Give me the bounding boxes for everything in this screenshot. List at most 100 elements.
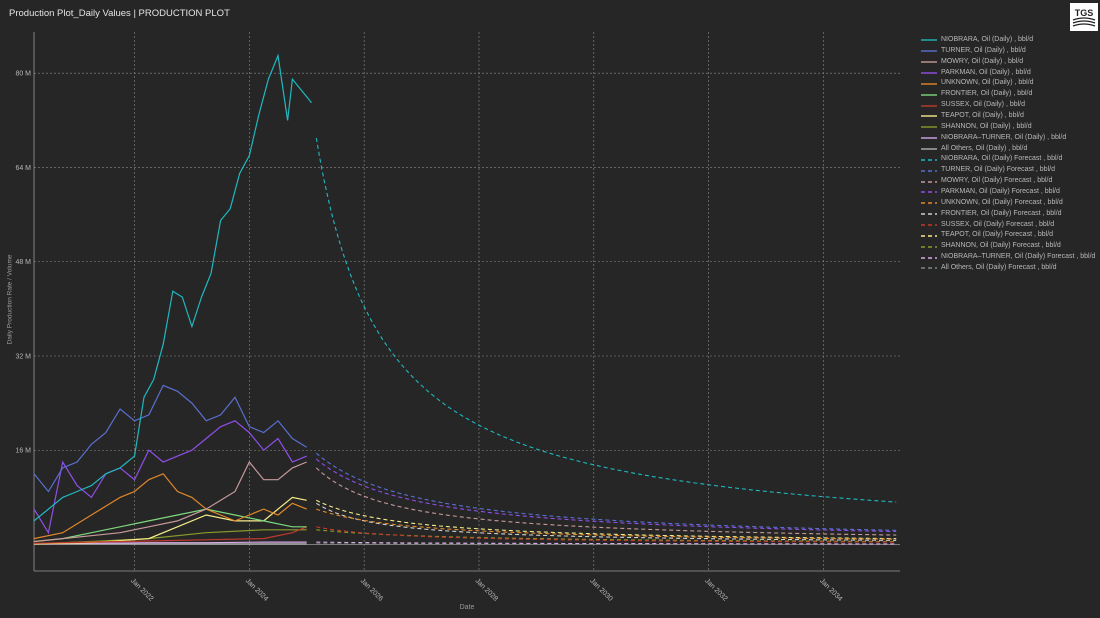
- legend-swatch: [921, 50, 937, 52]
- legend-label: SUSSEX, Oil (Daily) , bbl/d: [941, 101, 1026, 109]
- x-tick-label: Jan 2032: [703, 577, 728, 602]
- legend-item[interactable]: SUSSEX, Oil (Daily) Forecast , bbl/d: [921, 220, 1095, 231]
- legend-item[interactable]: TURNER, Oil (Daily) Forecast , bbl/d: [921, 165, 1095, 176]
- legend-item[interactable]: All Others, Oil (Daily) , bbl/d: [921, 144, 1095, 155]
- legend-label: TURNER, Oil (Daily) , bbl/d: [941, 46, 1026, 54]
- legend-label: PARKMAN, Oil (Daily) , bbl/d: [941, 68, 1031, 76]
- y-axis-label: Daily Production Rate / Volume: [6, 254, 14, 345]
- legend-item[interactable]: TURNER, Oil (Daily) , bbl/d: [921, 46, 1095, 57]
- legend-label: UNKNOWN, Oil (Daily) Forecast , bbl/d: [941, 198, 1063, 206]
- x-tick-label: Jan 2028: [474, 577, 499, 602]
- legend-label: NIOBRARA–TURNER, Oil (Daily) Forecast , …: [941, 253, 1096, 261]
- series-line: [315, 452, 897, 531]
- series-line: [33, 420, 307, 535]
- series-line: [316, 499, 897, 540]
- legend-label: NIOBRARA–TURNER, Oil (Daily) , bbl/d: [941, 133, 1067, 141]
- legend-item[interactable]: NIOBRARA–TURNER, Oil (Daily) , bbl/d: [921, 133, 1095, 144]
- legend-item[interactable]: MOWRY, Oil (Daily) , bbl/d: [921, 57, 1095, 68]
- x-tick-label: Jan 2026: [359, 577, 384, 602]
- x-tick-label: Jan 2030: [588, 577, 613, 602]
- legend-item[interactable]: All Others, Oil (Daily) Forecast , bbl/d: [921, 263, 1095, 274]
- legend-item[interactable]: FRONTIER, Oil (Daily) , bbl/d: [921, 89, 1095, 100]
- legend-item[interactable]: NIOBRARA, Oil (Daily) , bbl/d: [921, 35, 1095, 46]
- legend-item[interactable]: TEAPOT, Oil (Daily) Forecast , bbl/d: [921, 230, 1095, 241]
- legend-item[interactable]: NIOBRARA, Oil (Daily) Forecast , bbl/d: [921, 154, 1095, 165]
- legend-item[interactable]: NIOBRARA–TURNER, Oil (Daily) Forecast , …: [921, 252, 1095, 263]
- page-title: Production Plot_Daily Values | PRODUCTIO…: [9, 8, 230, 19]
- series-line: [33, 526, 307, 544]
- series-line: [315, 458, 897, 533]
- series-line: [315, 467, 897, 536]
- series-line: [33, 496, 307, 545]
- legend-swatch: [921, 94, 937, 96]
- legend-swatch: [921, 148, 937, 150]
- legend-swatch: [921, 256, 937, 259]
- logo-background: [1070, 3, 1098, 31]
- legend-item[interactable]: SHANNON, Oil (Daily) , bbl/d: [921, 122, 1095, 133]
- legend-label: UNKNOWN, Oil (Daily) , bbl/d: [941, 79, 1034, 87]
- legend-item[interactable]: SUSSEX, Oil (Daily) , bbl/d: [921, 100, 1095, 111]
- legend-label: MOWRY, Oil (Daily) , bbl/d: [941, 57, 1024, 65]
- logo-text: TGS: [1075, 8, 1094, 18]
- legend-item[interactable]: MOWRY, Oil (Daily) Forecast , bbl/d: [921, 176, 1095, 187]
- legend-item[interactable]: TEAPOT, Oil (Daily) , bbl/d: [921, 111, 1095, 122]
- legend-swatch: [921, 267, 937, 270]
- legend-item[interactable]: UNKNOWN, Oil (Daily) Forecast , bbl/d: [921, 198, 1095, 209]
- legend-label: SUSSEX, Oil (Daily) Forecast , bbl/d: [941, 220, 1055, 228]
- y-tick-label: 64 M: [15, 165, 31, 172]
- series-line: [33, 460, 307, 543]
- chart-legend: NIOBRARA, Oil (Daily) , bbl/d TURNER, Oil…: [921, 35, 1095, 274]
- legend-label: FRONTIER, Oil (Daily) Forecast , bbl/d: [941, 209, 1062, 217]
- y-tick-label: 32 M: [15, 353, 31, 360]
- legend-label: FRONTIER, Oil (Daily) , bbl/d: [941, 90, 1033, 98]
- legend-label: NIOBRARA, Oil (Daily) , bbl/d: [941, 36, 1034, 43]
- legend-swatch: [921, 39, 937, 42]
- legend-label: SHANNON, Oil (Daily) Forecast , bbl/d: [941, 242, 1061, 250]
- legend-item[interactable]: SHANNON, Oil (Daily) Forecast , bbl/d: [921, 241, 1095, 252]
- x-axis-label: Date: [459, 604, 475, 611]
- legend-label: TEAPOT, Oil (Daily) Forecast , bbl/d: [941, 231, 1054, 239]
- series-line: [316, 502, 897, 541]
- series-line: [316, 526, 897, 543]
- legend-label: TURNER, Oil (Daily) Forecast , bbl/d: [941, 166, 1055, 174]
- legend-swatch: [921, 224, 937, 226]
- legend-item[interactable]: FRONTIER, Oil (Daily) Forecast , bbl/d: [921, 209, 1095, 220]
- legend-label: TEAPOT, Oil (Daily) , bbl/d: [941, 112, 1024, 120]
- legend-swatch: [921, 191, 937, 194]
- series-line: [316, 529, 897, 543]
- legend-swatch: [921, 83, 937, 85]
- legend-swatch: [921, 235, 937, 237]
- legend-swatch: [921, 170, 937, 172]
- legend-swatch: [921, 104, 937, 107]
- series-line: [33, 473, 307, 540]
- series-line: [315, 137, 897, 503]
- legend-swatch: [921, 202, 937, 205]
- series-line: [316, 541, 897, 545]
- legend-label: MOWRY, Oil (Daily) Forecast , bbl/d: [941, 177, 1053, 185]
- legend-item[interactable]: PARKMAN, Oil (Daily) Forecast , bbl/d: [921, 187, 1095, 198]
- series-line: [33, 508, 307, 543]
- series-line: [316, 508, 897, 540]
- legend-swatch: [921, 246, 937, 248]
- legend-swatch: [921, 159, 937, 161]
- logo-waves: [1072, 17, 1096, 27]
- legend-label: All Others, Oil (Daily) Forecast , bbl/d: [941, 264, 1057, 272]
- legend-item[interactable]: UNKNOWN, Oil (Daily) , bbl/d: [921, 78, 1095, 89]
- x-tick-label: Jan 2022: [129, 577, 154, 602]
- series-line: [33, 384, 308, 493]
- x-tick-label: Jan 2024: [244, 577, 269, 602]
- legend-item[interactable]: PARKMAN, Oil (Daily) , bbl/d: [921, 68, 1095, 79]
- legend-label: NIOBRARA, Oil (Daily) Forecast , bbl/d: [941, 155, 1063, 163]
- legend-label: SHANNON, Oil (Daily) , bbl/d: [941, 122, 1032, 130]
- legend-swatch: [921, 213, 937, 215]
- legend-swatch: [921, 72, 937, 74]
- tgs-logo[interactable]: TGS: [1070, 3, 1098, 31]
- legend-swatch: [921, 61, 937, 63]
- y-tick-label: 16 M: [15, 448, 31, 455]
- legend-swatch: [921, 115, 937, 118]
- legend-swatch: [921, 137, 937, 139]
- x-tick-label: Jan 2034: [818, 577, 843, 602]
- legend-label: PARKMAN, Oil (Daily) Forecast , bbl/d: [941, 188, 1060, 196]
- legend-label: All Others, Oil (Daily) , bbl/d: [941, 144, 1028, 152]
